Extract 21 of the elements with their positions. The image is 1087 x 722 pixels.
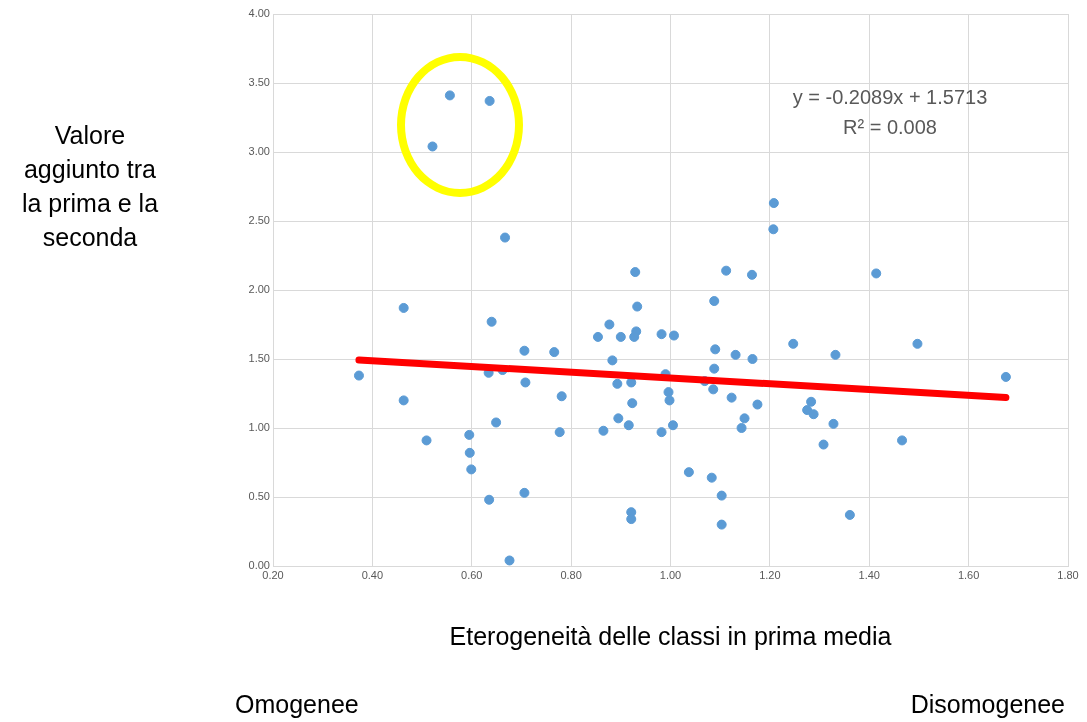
annotation: y = -0.2089x + 1.5713 R² = 0.008: [791, 85, 989, 140]
text: Disomogenee: [910, 690, 1065, 719]
y-tick-label: 3.00: [248, 145, 270, 158]
y-tick-label: 1.00: [248, 421, 270, 434]
x-tick-label: 0.80: [560, 568, 582, 581]
y-tick-label: 0.50: [248, 490, 270, 503]
y-tick-label: 2.50: [248, 214, 270, 227]
text: Omogenee: [235, 690, 359, 719]
x-tick-label: 0.40: [361, 568, 384, 581]
x-axis-title: Eterogeneità delle classi in prima media: [448, 622, 893, 651]
y-tick-label: 2.00: [248, 283, 270, 296]
y-tick-label: 1.50: [248, 352, 270, 365]
y-axis-title: Valore aggiunto tra la prima e la seconda: [20, 120, 160, 253]
x-tick-label: 1.60: [957, 568, 980, 581]
x-tick-label: 0.60: [461, 568, 483, 581]
x-tick-label: 1.40: [858, 568, 880, 581]
y-tick-label: 4.00: [248, 7, 270, 20]
x-tick-label: 1.00: [659, 568, 682, 581]
x-tick-label: 1.80: [1057, 568, 1079, 581]
y-tick-label: 3.50: [248, 76, 270, 89]
x-tick-label: 1.20: [759, 568, 781, 581]
